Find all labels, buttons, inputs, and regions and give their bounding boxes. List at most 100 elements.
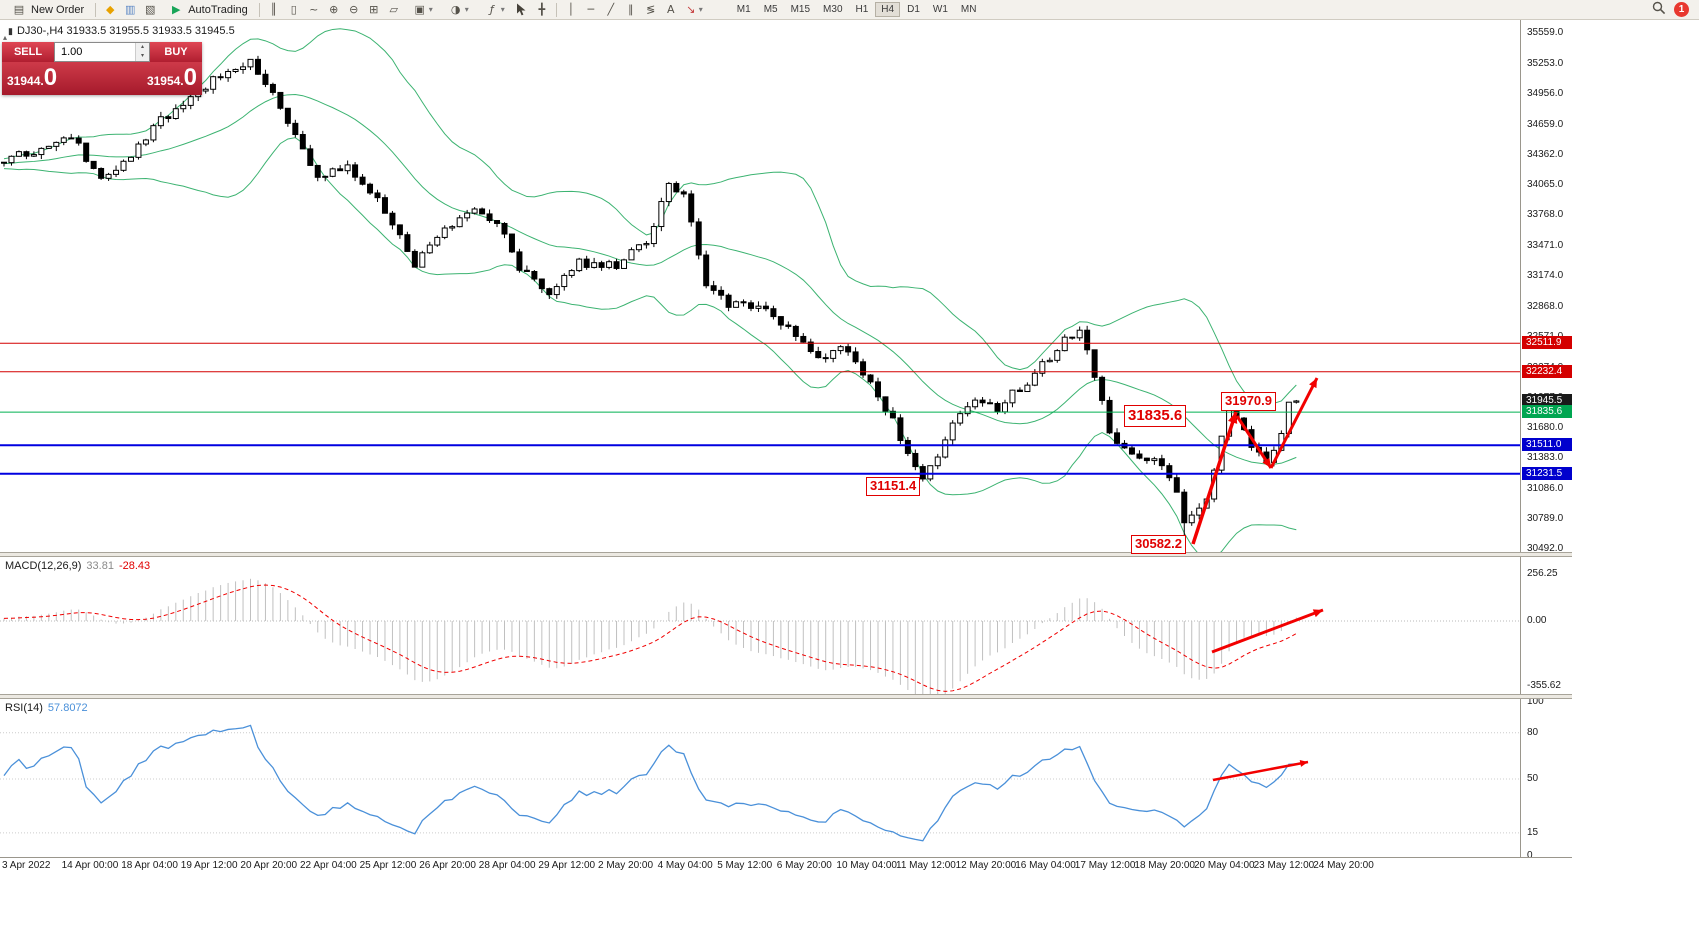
candle-body (934, 456, 941, 467)
timeframe-button-m15[interactable]: M15 (790, 4, 811, 15)
time-axis-label: 29 Apr 12:00 (538, 860, 596, 871)
candle-body (23, 151, 30, 157)
price-tag: 31835.6 (1522, 405, 1572, 419)
channel-icon[interactable]: ∥ (628, 3, 634, 16)
search-icon[interactable] (1652, 1, 1666, 18)
timeframe-button-m30[interactable]: M30 (823, 4, 843, 15)
candle-body (598, 262, 605, 268)
timeframe-button-h1[interactable]: H1 (855, 4, 869, 15)
trendline-icon[interactable]: ╱ (607, 3, 615, 16)
candle-body (75, 137, 82, 144)
buy-button[interactable]: BUY (150, 42, 202, 62)
candle-body (456, 217, 463, 228)
candle-body (1039, 361, 1046, 374)
candle-body (837, 346, 844, 352)
time-axis-label: 18 Apr 04:00 (121, 860, 178, 871)
main-chart-plot[interactable] (0, 20, 1521, 552)
time-axis-label: 12 May 20:00 (955, 860, 1017, 871)
navigator-icon[interactable]: ▧ (144, 3, 156, 16)
candle-body (957, 413, 964, 424)
timeframe-button-mn[interactable]: MN (960, 4, 977, 15)
timeframe-button-w1[interactable]: W1 (932, 4, 948, 15)
candle-body (1061, 336, 1068, 352)
candle-body (561, 274, 568, 288)
indicators-icon: ƒ (489, 3, 494, 16)
indicators-dropdown[interactable]: ƒ ▾ (477, 1, 511, 19)
time-axis-label: 5 May 12:00 (717, 860, 773, 871)
rsi-indicator-plot[interactable] (0, 699, 1521, 857)
horizontal-line-icon[interactable]: ─ (587, 3, 595, 16)
macd-indicator-plot[interactable] (0, 557, 1521, 694)
candle-body (882, 396, 889, 412)
sell-button[interactable]: SELL (2, 42, 54, 62)
axis-label: 31086.0 (1527, 482, 1564, 494)
buy-price[interactable]: 31954. 0 (147, 66, 197, 95)
volume-down-button[interactable]: ▾ (140, 53, 144, 59)
candle-body (987, 402, 994, 405)
candle-body (30, 154, 37, 157)
candle-body (307, 148, 314, 166)
panel-divider[interactable] (0, 694, 1572, 699)
fibonacci-icon[interactable]: ≶ (646, 3, 656, 16)
timeframe-button-d1[interactable]: D1 (907, 4, 920, 15)
chart-area[interactable]: 35559.0 35253.0 34956.0 34659.0 34362.0 34065… (0, 20, 1699, 939)
crosshair-icon[interactable]: ╋ (538, 3, 546, 16)
time-axis-label: 18 May 20:00 (1134, 860, 1195, 871)
chevron-down-icon[interactable]: ▾ (698, 5, 703, 14)
text-icon[interactable]: A (667, 3, 675, 16)
candlestick-chart-icon[interactable]: ▯ (290, 3, 297, 16)
cascade-windows-icon[interactable]: ▱ (389, 3, 398, 16)
volume-up-button[interactable]: ▴ (140, 44, 144, 50)
panel-divider[interactable] (0, 552, 1572, 557)
candle-body (1009, 389, 1016, 404)
bar-chart-icon[interactable]: ║ (270, 3, 278, 16)
axis-label: 34362.0 (1527, 148, 1564, 160)
time-axis-label: 10 May 04:00 (836, 860, 897, 871)
price-scale[interactable]: 35559.0 35253.0 34956.0 34659.0 34362.0 34065… (1521, 20, 1581, 872)
candle-body (972, 399, 979, 408)
volume-input[interactable] (55, 43, 135, 61)
new-order-button[interactable]: ▤ New Order (4, 1, 90, 19)
market-watch-icon[interactable]: ▥ (124, 3, 136, 16)
vertical-line-icon[interactable]: │ (567, 3, 575, 16)
candle-body (1076, 329, 1083, 339)
rsi-line (3, 724, 1297, 842)
sell-price[interactable]: 31944. 0 (7, 66, 57, 95)
metaeditor-icon[interactable]: ◆ (105, 3, 115, 16)
line-chart-icon[interactable]: ~ (309, 3, 319, 16)
candle-body (292, 122, 299, 136)
periods-dropdown[interactable]: ◑ ▾ (441, 1, 475, 19)
candle-body (68, 137, 75, 140)
timeframe-button-m1[interactable]: M1 (736, 4, 751, 15)
toolbar-separator (258, 2, 260, 17)
notification-badge[interactable]: 1 (1674, 2, 1689, 17)
cursor-icon[interactable] (513, 2, 531, 18)
new-chart-dropdown[interactable]: ▣ ▾ (405, 1, 439, 19)
tile-windows-icon[interactable]: ⊞ (369, 3, 379, 16)
axis-label: -355.62 (1527, 680, 1561, 692)
axis-label: 100 (1527, 696, 1544, 707)
price-scale-border (1520, 20, 1521, 872)
candle-body (150, 125, 157, 141)
autotrading-button[interactable]: ▶ AutoTrading (161, 1, 254, 19)
time-axis[interactable]: 3 Apr 2022 14 Apr 00:00 18 Apr 04:00 19 Apr… (0, 857, 1572, 872)
timeframe-button-h4[interactable]: H4 (875, 2, 901, 17)
zoom-out-icon[interactable]: ⊖ (349, 3, 359, 16)
arrows-objects-icon[interactable]: ↘ (686, 3, 696, 16)
periods-icon: ◑ (450, 3, 461, 16)
trade-panel-toggle-icon[interactable]: ▴ (3, 33, 8, 42)
candle-body (635, 244, 642, 251)
one-click-trading-panel: SELL ▴ ▾ BUY 31944.0 31954.0 (2, 42, 202, 95)
time-axis-label: 16 May 04:00 (1015, 860, 1076, 871)
candle-body (157, 116, 164, 127)
timeframe-button-m5[interactable]: M5 (763, 4, 778, 15)
price-annotation: 31970.9 (1221, 392, 1276, 411)
candle-body (553, 286, 560, 296)
candle-body (523, 269, 530, 272)
zoom-in-icon[interactable]: ⊕ (329, 3, 339, 16)
candle-body (471, 208, 478, 214)
candle-body (1016, 389, 1023, 393)
candle-body (1181, 491, 1188, 524)
candle-body (792, 325, 799, 337)
candle-body (1114, 432, 1121, 444)
